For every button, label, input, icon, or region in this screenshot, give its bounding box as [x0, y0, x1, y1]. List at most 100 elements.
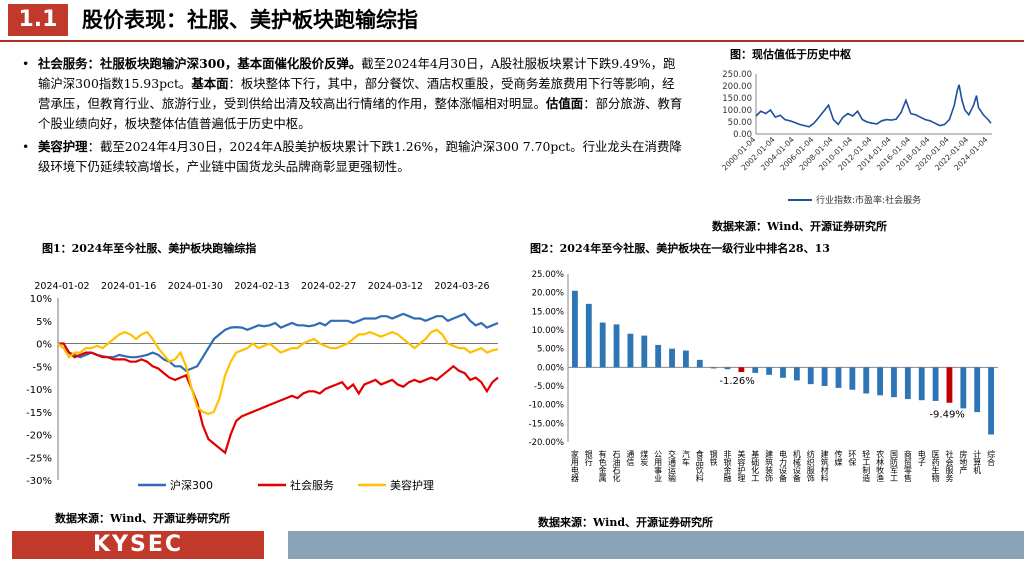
y-tick-label: -10.00%	[529, 401, 564, 411]
x-category-label: 国防军工	[889, 450, 898, 482]
bullet-lead: 社会服务：社服板块跑输沪深300，基本面催化股价反弹。	[38, 56, 362, 71]
y-tick-label: -20.00%	[529, 438, 564, 448]
bullet-text: ：板块整体下行，其中，部分餐饮、酒店权重股，受商务差旅费用下行等影响，经营承压，…	[38, 76, 675, 111]
y-tick-label: -5.00%	[534, 382, 564, 392]
y-tick-label: 200.00	[722, 82, 752, 92]
y-tick-label: 50.00	[728, 118, 752, 128]
legend-label: 社会服务	[290, 478, 334, 492]
legend-label: 行业指数:市盈率:社会服务	[816, 194, 921, 206]
x-category-label: 建筑装饰	[765, 449, 774, 483]
bar	[669, 348, 675, 368]
bar	[613, 324, 620, 368]
bullet-beauty-care: 美容护理：截至2024年4月30日，2024年A股美护板块累计下跌1.26%，跑…	[22, 137, 686, 177]
x-category-label: 农林牧渔	[876, 449, 885, 482]
fig2-caption: 图2：2024年至今社服、美护板块在一级行业中排名28、13	[530, 242, 830, 255]
bar	[904, 367, 911, 400]
industry-ranking-chart: 25.00% 20.00% 15.00% 10.00% 5.00% 0.00% -5.00%…	[529, 270, 998, 483]
x-tick-label: 2024-01-02	[34, 281, 89, 292]
bullet-lead: 美容护理	[38, 139, 88, 154]
y-tick-label: 0.00%	[537, 363, 564, 373]
bar	[863, 367, 870, 394]
y-tick-label: -15%	[26, 408, 52, 419]
bullet-text: 截至2024年4月30日，A股社服板块累计下跌9.49%，跑输沪深300指数15…	[38, 56, 676, 91]
bar	[974, 367, 981, 413]
bar	[918, 367, 925, 401]
x-category-label: 社会服务	[945, 449, 954, 483]
bar	[988, 367, 994, 435]
bar	[641, 335, 648, 368]
x-category-label: 通信	[626, 449, 635, 467]
y-tick-label: 150.00	[722, 94, 752, 104]
kysec-logo: KYSEC	[12, 531, 264, 559]
y-tick-label: -20%	[26, 431, 52, 442]
x-category-label: 汽车	[681, 449, 690, 467]
y-tick-label: 250.00	[722, 70, 752, 80]
y-tick-label: -5%	[33, 362, 52, 373]
x-category-label: 钢铁	[709, 449, 718, 467]
bar	[738, 367, 745, 373]
bar	[766, 367, 773, 375]
y-tick-label: 0.00	[733, 130, 752, 140]
x-category-label: 计算机	[973, 449, 982, 475]
y-tick-label: 5.00%	[537, 345, 564, 355]
y-tick-label: -15.00%	[529, 419, 564, 429]
slide-header: 1.1 股价表现：社服、美护板块跑输综指	[0, 0, 1024, 40]
x-category-label: 非银金融	[723, 449, 732, 483]
x-category-label: 美容护理	[737, 449, 746, 482]
bar	[655, 344, 662, 368]
y-tick-label: -25%	[26, 453, 52, 464]
slide-title: 股价表现：社服、美护板块跑输综指	[82, 8, 418, 32]
y-tick-label: 20.00%	[532, 289, 564, 299]
bar	[932, 367, 939, 401]
bar	[724, 367, 731, 370]
bar	[585, 303, 592, 368]
x-category-label: 银行	[584, 449, 593, 467]
pe-series-line	[755, 84, 992, 128]
bullet-list: 社会服务：社服板块跑输沪深300，基本面催化股价反弹。截至2024年4月30日，…	[22, 54, 686, 180]
x-category-label: 有色金属	[598, 449, 607, 483]
x-category-label: 传媒	[834, 449, 843, 467]
x-category-label: 石油石化	[612, 450, 621, 483]
fig1-caption: 图1：2024年至今社服、美护板块跑输综指	[42, 242, 257, 255]
pe-history-chart: 0.0050.00100.00150.00200.00250.002000-01…	[720, 70, 992, 206]
y-tick-label: 100.00	[722, 106, 752, 116]
x-category-label: 综合	[987, 449, 996, 467]
x-category-label: 公用事业	[654, 450, 663, 482]
bullet-social-service: 社会服务：社服板块跑输沪深300，基本面催化股价反弹。截至2024年4月30日，…	[22, 54, 686, 134]
x-tick-label: 2024-01-30	[168, 281, 223, 292]
bar	[696, 359, 703, 368]
bar	[877, 367, 884, 396]
bar	[752, 367, 759, 373]
fig1-source: 数据来源：Wind、开源证券研究所	[55, 512, 231, 525]
bar	[849, 367, 856, 390]
y-tick-label: -30%	[26, 476, 52, 487]
ytd-performance-chart: 10% 5% 0% -5% -10% -15% -20% -25% -30% 2024-01-02…	[26, 281, 499, 492]
x-category-label: 医药生物	[931, 450, 940, 483]
bar	[599, 322, 606, 368]
bullet-text: ：截至2024年4月30日，2024年A股美护板块累计下跌1.26%，跑输沪深3…	[38, 139, 682, 174]
x-category-label: 电子	[917, 449, 926, 466]
y-tick-label: 10%	[30, 294, 52, 305]
x-category-label: 建筑材料	[820, 449, 829, 483]
x-tick-label: 2024-03-26	[434, 281, 489, 292]
bar	[821, 367, 828, 386]
top-chart-source: 数据来源：Wind、开源证券研究所	[712, 220, 888, 233]
footer-bar	[288, 531, 1024, 559]
bar	[627, 333, 634, 368]
bullet-text: ：部分旅游、教育个股业绩向好，板块整体估值普遍低于历史中枢。	[38, 96, 683, 131]
legend-label: 沪深300	[170, 478, 213, 492]
bar	[682, 350, 689, 368]
bar	[946, 367, 953, 403]
x-category-label: 环保	[848, 450, 857, 467]
series-line	[58, 342, 499, 455]
y-tick-label: 25.00%	[532, 270, 564, 280]
x-category-label: 电力设备	[779, 449, 788, 483]
header-divider	[0, 40, 1024, 42]
bullet-bold: 基本面	[191, 76, 229, 91]
x-category-label: 交通运输	[668, 449, 677, 483]
x-tick-label: 2024-02-13	[234, 281, 289, 292]
data-label: -9.49%	[929, 410, 964, 421]
y-tick-label: 5%	[36, 317, 52, 328]
bar	[807, 367, 814, 385]
x-category-label: 食品饮料	[695, 449, 704, 483]
